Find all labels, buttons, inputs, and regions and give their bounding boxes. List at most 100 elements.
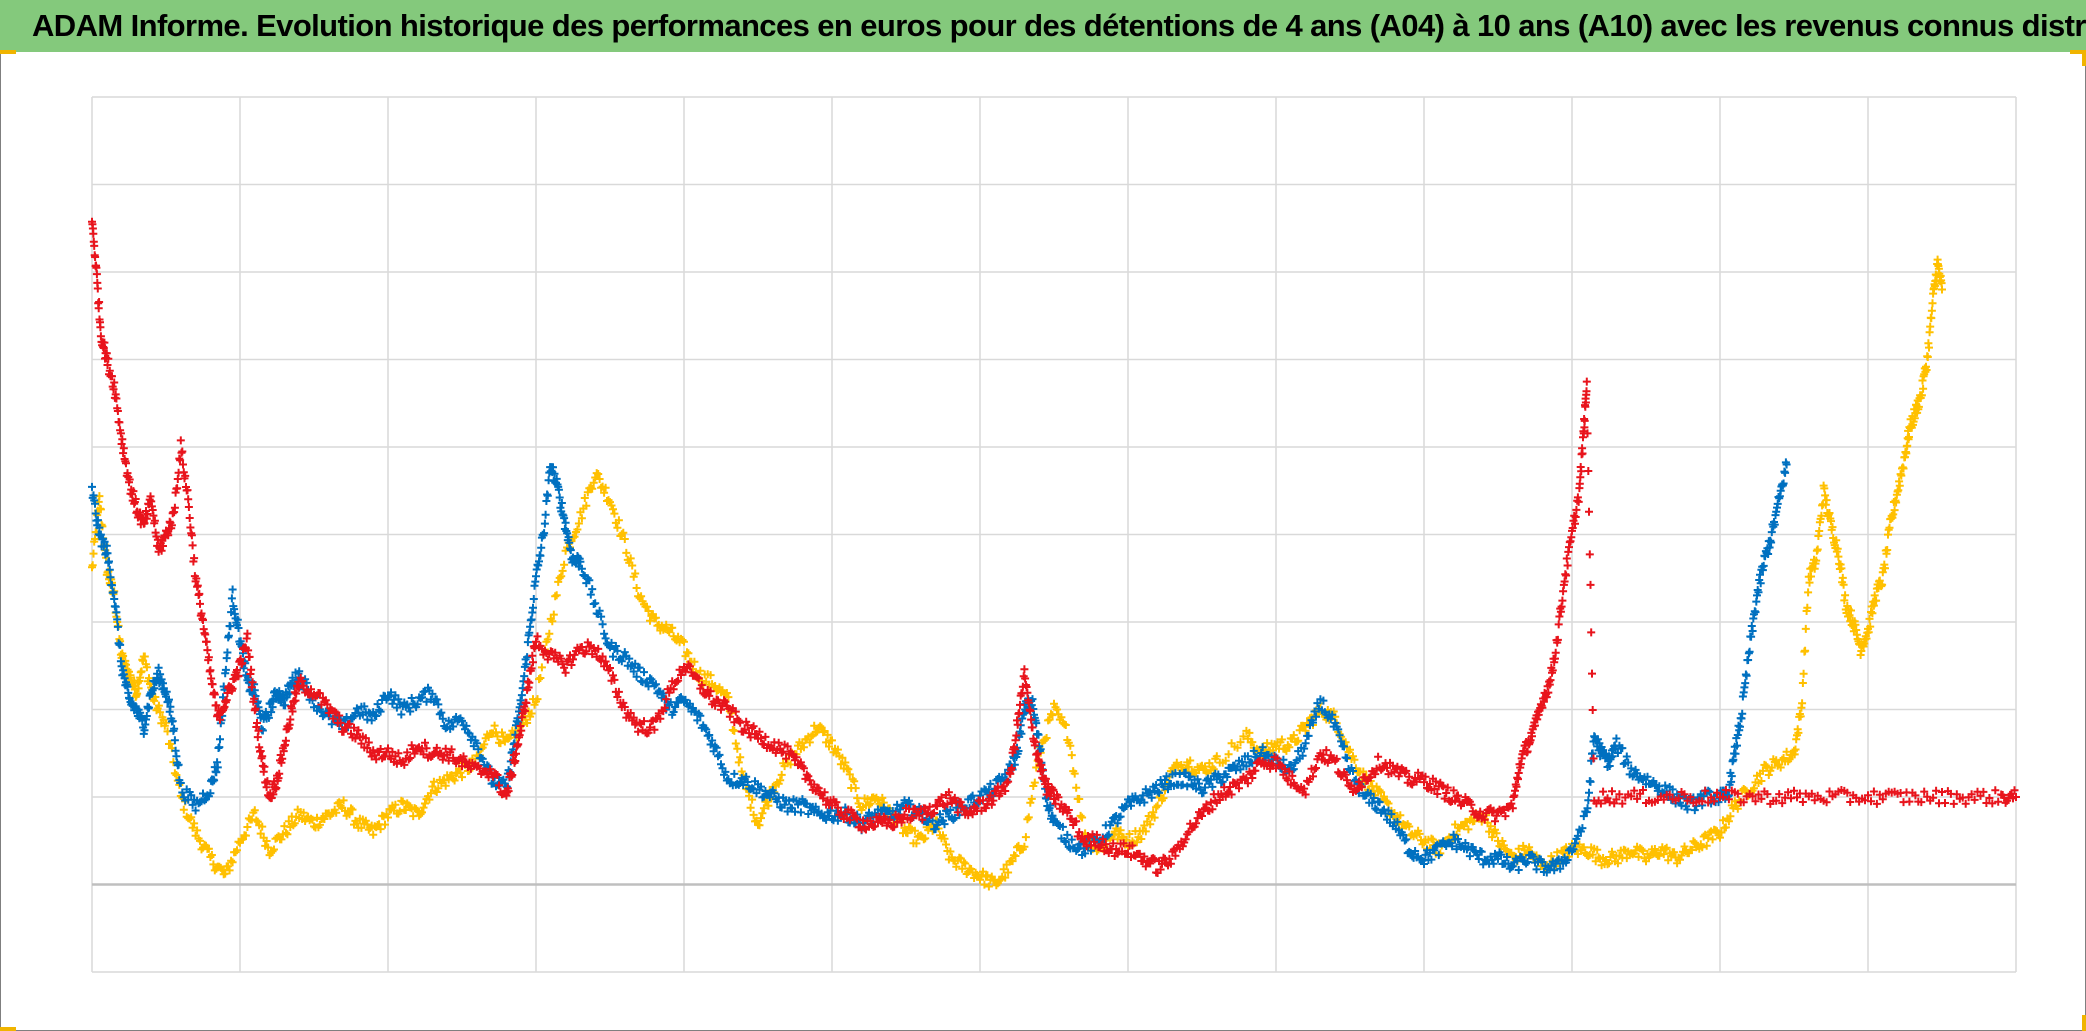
data-point <box>1698 797 1707 806</box>
data-point <box>931 825 940 834</box>
data-point <box>1583 429 1592 438</box>
data-point <box>142 712 151 720</box>
data-point <box>557 654 566 663</box>
data-point <box>1393 817 1402 826</box>
data-point <box>2010 786 2019 795</box>
data-point <box>749 722 758 731</box>
data-point <box>1588 706 1597 714</box>
data-point <box>573 525 582 534</box>
data-point <box>508 771 517 779</box>
data-point <box>1298 751 1307 760</box>
data-point <box>1929 793 1938 802</box>
data-point <box>1128 841 1137 850</box>
data-point <box>262 837 271 845</box>
data-point <box>885 815 894 824</box>
data-point <box>1494 854 1502 863</box>
data-point <box>928 816 937 825</box>
data-point <box>1932 786 1941 795</box>
data-point <box>1925 343 1933 352</box>
data-point <box>472 739 481 748</box>
data-point <box>1881 564 1889 573</box>
data-point <box>1460 822 1468 831</box>
data-point <box>712 743 721 752</box>
data-point <box>1627 764 1636 773</box>
data-point <box>199 789 207 798</box>
data-point <box>384 813 392 822</box>
data-point <box>1767 538 1776 547</box>
data-point <box>170 736 179 745</box>
data-point <box>187 791 196 800</box>
data-point <box>190 819 199 828</box>
data-point <box>1949 799 1958 808</box>
data-point <box>1153 787 1162 796</box>
data-point <box>150 696 159 705</box>
data-point <box>330 707 339 716</box>
data-point <box>897 818 906 827</box>
data-point <box>512 749 520 758</box>
data-point <box>866 816 875 825</box>
data-point <box>1985 794 1994 802</box>
data-point <box>930 809 939 817</box>
data-point <box>1312 712 1320 721</box>
data-point <box>717 760 725 769</box>
data-point <box>1162 772 1171 781</box>
data-point <box>660 703 669 712</box>
data-point <box>1028 723 1037 732</box>
data-point <box>514 740 523 749</box>
data-point <box>1221 756 1230 765</box>
data-point <box>1218 777 1227 786</box>
data-point <box>1075 828 1084 837</box>
data-point <box>799 743 808 752</box>
data-point <box>1864 628 1873 637</box>
data-point <box>672 677 681 686</box>
data-point <box>348 805 357 814</box>
data-point <box>462 721 471 730</box>
data-point <box>1911 791 1920 800</box>
data-point <box>1452 845 1461 854</box>
data-point <box>1582 387 1591 396</box>
data-point <box>1076 811 1085 820</box>
data-point <box>819 728 828 737</box>
data-point <box>422 697 431 706</box>
data-point <box>103 549 112 558</box>
data-point <box>385 692 394 701</box>
data-point <box>946 806 955 814</box>
data-point <box>646 616 654 625</box>
data-point <box>890 822 899 831</box>
data-point <box>1833 544 1842 553</box>
data-point <box>1037 760 1046 769</box>
data-point <box>1212 752 1221 761</box>
data-point <box>607 638 616 647</box>
data-point <box>1763 790 1772 799</box>
data-point <box>212 768 221 777</box>
data-point <box>372 755 381 764</box>
data-point <box>936 810 944 819</box>
data-point <box>89 549 98 558</box>
data-point <box>480 740 489 749</box>
data-point <box>209 860 218 869</box>
data-point <box>227 856 236 865</box>
data-point <box>720 696 728 705</box>
data-point <box>1579 843 1588 852</box>
data-point <box>796 808 805 817</box>
data-point <box>388 699 397 708</box>
data-point <box>1335 731 1344 740</box>
data-point <box>582 501 591 510</box>
data-point <box>434 700 443 709</box>
data-point <box>210 690 219 699</box>
data-point <box>1897 471 1906 480</box>
data-point <box>398 797 407 806</box>
data-point <box>1582 377 1591 386</box>
data-point <box>1705 828 1714 837</box>
data-point <box>529 658 537 667</box>
data-point <box>715 750 724 759</box>
data-point <box>441 781 450 790</box>
data-point <box>1655 851 1664 860</box>
data-point <box>206 666 215 675</box>
data-point <box>1492 829 1501 838</box>
data-point <box>1613 749 1622 757</box>
data-point <box>228 684 237 693</box>
data-point <box>243 823 252 831</box>
data-point <box>1310 765 1319 774</box>
data-point <box>275 769 284 778</box>
